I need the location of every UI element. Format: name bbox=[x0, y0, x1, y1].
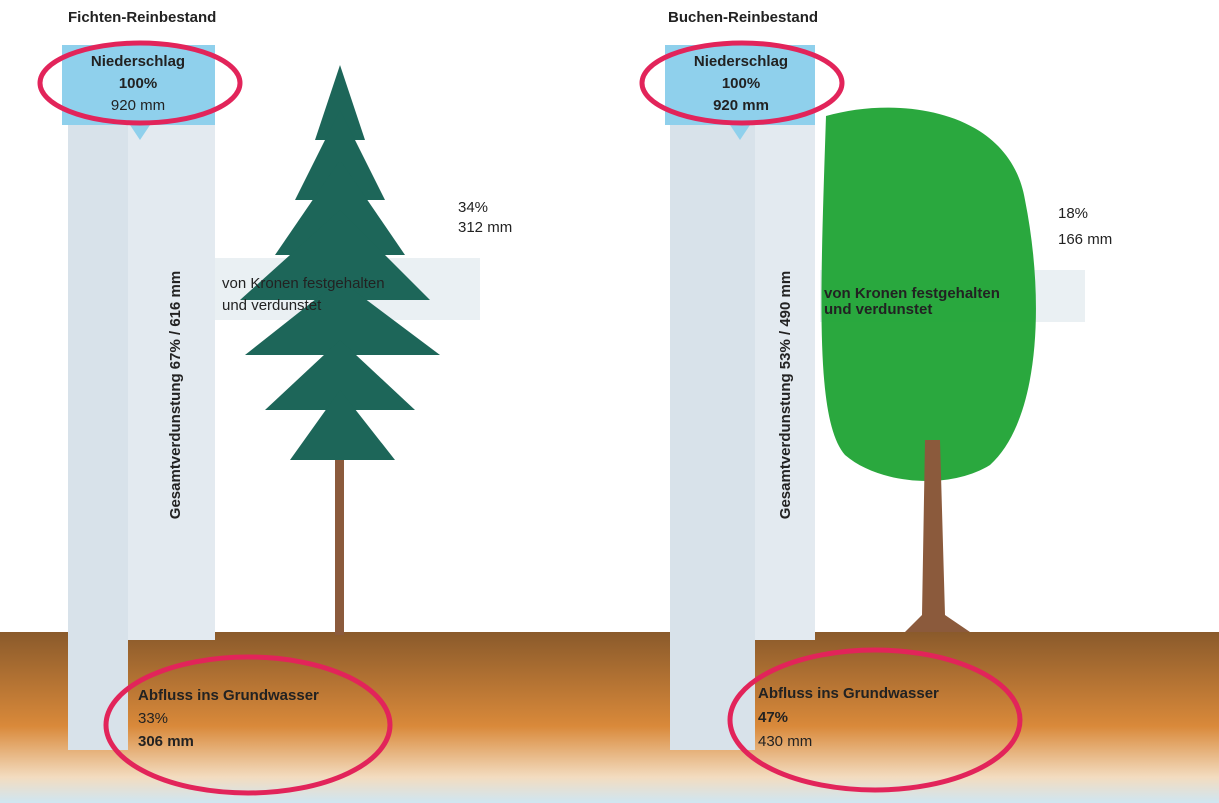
crown-label: und verdunstet bbox=[824, 301, 932, 318]
precip-percent: 100% bbox=[722, 75, 760, 92]
title: Buchen-Reinbestand bbox=[668, 9, 818, 26]
crown-percent: 18% bbox=[1058, 205, 1088, 222]
total-evaporation: Gesamtverdunstung 53% / 490 mm bbox=[777, 271, 794, 519]
soil bbox=[0, 632, 1219, 803]
runoff-label: Abfluss ins Grundwasser bbox=[758, 685, 939, 702]
precip-percent: 100% bbox=[119, 75, 157, 92]
crown-amount: 312 mm bbox=[458, 219, 512, 236]
crown-amount: 166 mm bbox=[1058, 231, 1112, 248]
water-column bbox=[670, 60, 755, 750]
runoff-label: Abfluss ins Grundwasser bbox=[138, 687, 319, 704]
precip-amount: 920 mm bbox=[713, 97, 769, 114]
crown-label: von Kronen festgehalten bbox=[222, 275, 385, 292]
crown-percent: 34% bbox=[458, 199, 488, 216]
precip-label: Niederschlag bbox=[694, 53, 788, 70]
runoff-amount: 430 mm bbox=[758, 733, 812, 750]
crown-label: und verdunstet bbox=[222, 297, 322, 314]
runoff-percent: 47% bbox=[758, 709, 788, 726]
total-evaporation: Gesamtverdunstung 67% / 616 mm bbox=[167, 271, 184, 519]
crown-label: von Kronen festgehalten bbox=[824, 285, 1000, 302]
runoff-amount: 306 mm bbox=[138, 733, 194, 750]
precip-label: Niederschlag bbox=[91, 53, 185, 70]
title: Fichten-Reinbestand bbox=[68, 9, 216, 26]
diagram: Fichten-Reinbestand Niederschlag 100% 92… bbox=[0, 0, 1219, 803]
runoff-percent: 33% bbox=[138, 710, 168, 727]
precip-amount: 920 mm bbox=[111, 97, 165, 114]
water-column bbox=[68, 60, 128, 750]
